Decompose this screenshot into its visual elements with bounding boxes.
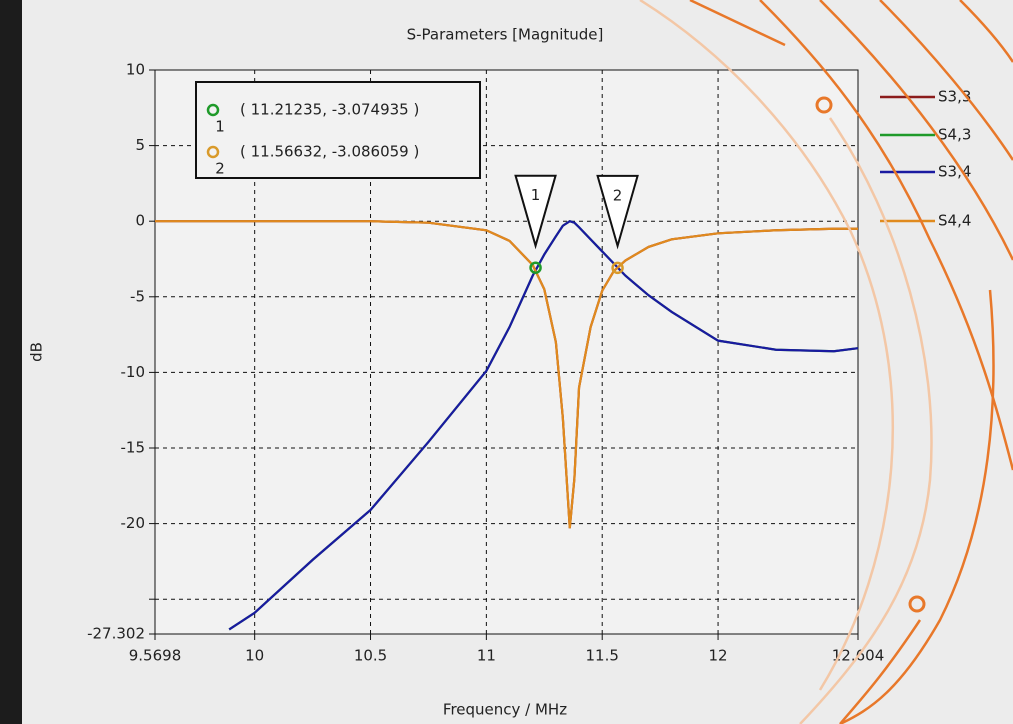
x-tick-label: 9.5698	[129, 647, 182, 665]
marker-box	[195, 81, 481, 179]
y-tick-label: 5	[135, 136, 145, 154]
deco-arc	[819, 0, 1013, 261]
deco-arc	[879, 0, 1013, 161]
legend-label: S4,4	[938, 212, 971, 230]
y-tick-label: -20	[121, 514, 146, 532]
marker-flag	[596, 174, 639, 250]
marker-index: 1	[215, 118, 225, 136]
x-tick-label: 10.5	[354, 647, 387, 665]
marker-icon	[206, 103, 220, 117]
deco-circle	[908, 595, 926, 613]
x-tick-label: 10	[245, 647, 264, 665]
marker-label: ( 11.21235, -3.074935 )	[240, 101, 419, 119]
deco-circle	[815, 96, 833, 114]
y-tick-label: -5	[130, 287, 145, 305]
x-tick-label: 11.5	[586, 647, 619, 665]
y-tick-label: -15	[121, 438, 146, 456]
deco-arc	[759, 0, 1013, 471]
y-tick-label: 0	[135, 212, 145, 230]
legend-label: S3,4	[938, 163, 971, 181]
deco-stroke	[689, 0, 786, 47]
legend-label: S4,3	[938, 126, 971, 144]
y-tick-label: -27.302	[87, 625, 145, 643]
marker-point	[529, 261, 542, 274]
deco-arc	[639, 0, 894, 691]
deco-arc	[959, 0, 1013, 63]
marker-flag	[514, 174, 557, 250]
marker-icon	[206, 145, 220, 159]
x-axis-label: Frequency / MHz	[443, 701, 567, 719]
marker-flag-label: 2	[613, 186, 623, 204]
marker-label: ( 11.56632, -3.086059 )	[240, 143, 419, 161]
marker-flag-label: 1	[531, 186, 541, 204]
marker-point	[611, 261, 624, 275]
deco-arc	[799, 117, 933, 724]
deco-arc	[839, 289, 995, 724]
deco-arc	[839, 619, 922, 724]
x-tick-label: 12	[709, 647, 728, 665]
y-tick-label: 10	[126, 61, 145, 79]
y-tick-label: -10	[121, 363, 146, 381]
x-tick-label: 11	[477, 647, 496, 665]
marker-index: 2	[215, 160, 225, 178]
plot-frame	[154, 69, 859, 635]
chart-title: S-Parameters [Magnitude]	[407, 26, 604, 44]
decoration	[639, 0, 1013, 724]
y-axis-label: dB	[28, 342, 46, 362]
series-line	[155, 220, 858, 529]
series-line	[228, 219, 859, 631]
